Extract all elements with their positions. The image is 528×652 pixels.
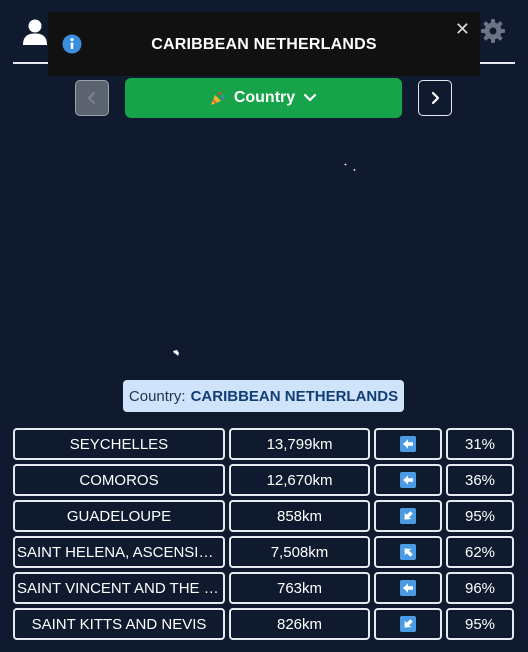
guess-country: SEYCHELLES <box>13 428 225 460</box>
guess-row: SAINT KITTS AND NEVIS 826km 95% <box>13 608 515 644</box>
island-dot <box>353 169 356 171</box>
chevron-right-icon <box>431 91 440 105</box>
direction-arrow-icon <box>400 472 416 488</box>
previous-button[interactable] <box>75 80 109 116</box>
guess-row: GUADELOUPE 858km 95% <box>13 500 515 536</box>
direction-arrow-icon <box>400 580 416 596</box>
gear-icon[interactable] <box>480 18 506 44</box>
guess-direction <box>374 608 442 640</box>
guess-row: SEYCHELLES 13,799km 31% <box>13 428 515 464</box>
guess-proximity: 36% <box>446 464 514 496</box>
direction-arrow-icon <box>400 616 416 632</box>
direction-arrow-icon <box>400 508 416 524</box>
guess-distance: 826km <box>229 608 370 640</box>
guess-country-text: GUADELOUPE <box>66 507 172 525</box>
chevron-down-icon <box>304 93 317 102</box>
guess-proximity: 62% <box>446 536 514 568</box>
guess-row: SAINT HELENA, ASCENSION AND TRISTAN DA C… <box>13 536 515 572</box>
user-icon[interactable] <box>22 18 48 46</box>
guess-table: SEYCHELLES 13,799km 31% COMOROS 12,670km 36% G… <box>13 428 515 644</box>
notification-toast: CARIBBEAN NETHERLANDS ✕ <box>48 12 480 76</box>
guess-country: SAINT HELENA, ASCENSION AND TRISTAN DA C… <box>13 536 225 568</box>
guess-country-text: SEYCHELLES <box>69 435 169 453</box>
guess-distance: 13,799km <box>229 428 370 460</box>
guess-row: SAINT VINCENT AND THE GRENADINES 763km 96% <box>13 572 515 608</box>
guess-proximity: 96% <box>446 572 514 604</box>
guess-distance: 7,508km <box>229 536 370 568</box>
direction-arrow-icon <box>400 544 416 560</box>
guess-country: GUADELOUPE <box>13 500 225 532</box>
guess-country: SAINT VINCENT AND THE GRENADINES <box>13 572 225 604</box>
guess-direction <box>374 536 442 568</box>
chevron-left-icon <box>87 91 96 105</box>
direction-arrow-icon <box>400 436 416 452</box>
info-icon <box>62 34 82 54</box>
guess-proximity: 95% <box>446 608 514 640</box>
guess-direction <box>374 464 442 496</box>
answer-label: Country: CARIBBEAN NETHERLANDS <box>123 380 404 412</box>
country-map <box>173 163 356 356</box>
answer-prefix: Country: <box>128 387 186 405</box>
guess-country-text: COMOROS <box>79 471 159 489</box>
guess-proximity: 31% <box>446 428 514 460</box>
guess-country: COMOROS <box>13 464 225 496</box>
mode-label: Country <box>233 89 296 106</box>
guess-country-text: SAINT KITTS AND NEVIS <box>31 615 207 633</box>
island-shape <box>173 350 179 356</box>
toast-message: CARIBBEAN NETHERLANDS <box>151 36 377 53</box>
guess-distance: 858km <box>229 500 370 532</box>
guess-proximity: 95% <box>446 500 514 532</box>
guess-direction <box>374 428 442 460</box>
guess-distance: 763km <box>229 572 370 604</box>
next-button[interactable] <box>418 80 452 116</box>
close-icon[interactable]: ✕ <box>454 19 470 39</box>
guess-row: COMOROS 12,670km 36% <box>13 464 515 500</box>
island-dot <box>344 163 347 166</box>
mode-nav: Country <box>0 78 528 118</box>
guess-country-text: SAINT VINCENT AND THE GRENADINES <box>17 579 221 597</box>
guess-country-text: SAINT HELENA, ASCENSION AND TRISTAN DA C… <box>17 543 221 561</box>
guess-distance: 12,670km <box>229 464 370 496</box>
guess-country: SAINT KITTS AND NEVIS <box>13 608 225 640</box>
answer-value: CARIBBEAN NETHERLANDS <box>190 387 399 405</box>
mode-select-button[interactable]: Country <box>125 78 402 118</box>
party-popper-icon <box>210 91 225 105</box>
guess-direction <box>374 500 442 532</box>
guess-direction <box>374 572 442 604</box>
